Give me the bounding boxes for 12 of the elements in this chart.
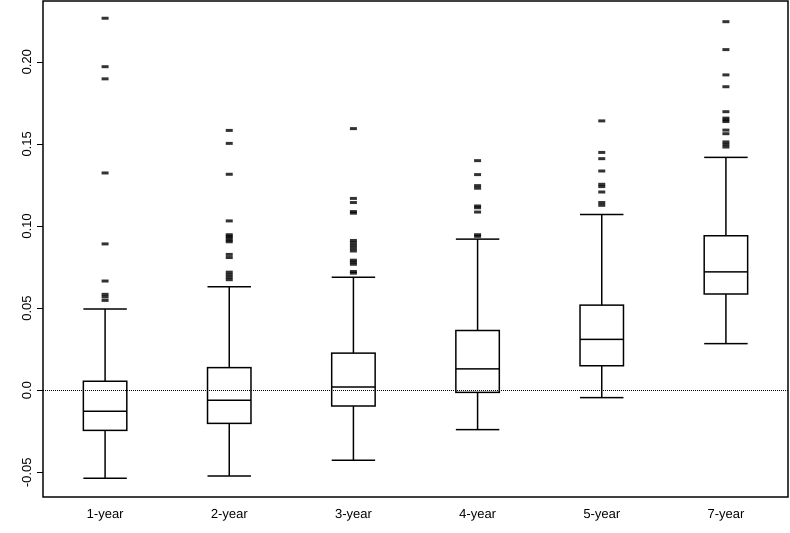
x-tick-label: 5-year [583,506,621,521]
x-tick-label: 1-year [86,506,124,521]
y-tick-label: -0.05 [19,458,34,488]
y-tick-label: 0.20 [19,49,34,74]
y-tick-label: 0.05 [19,295,34,321]
y-tick-label: 0.10 [19,213,34,239]
x-tick-label: 2-year [210,506,248,521]
x-tick-label: 3-year [334,506,373,521]
x-tick-label: 7-year [707,506,746,521]
y-tick-label: 0.0 [19,381,34,400]
x-tick-label: 4-year [459,506,497,521]
y-tick-label: 0.15 [19,131,34,157]
